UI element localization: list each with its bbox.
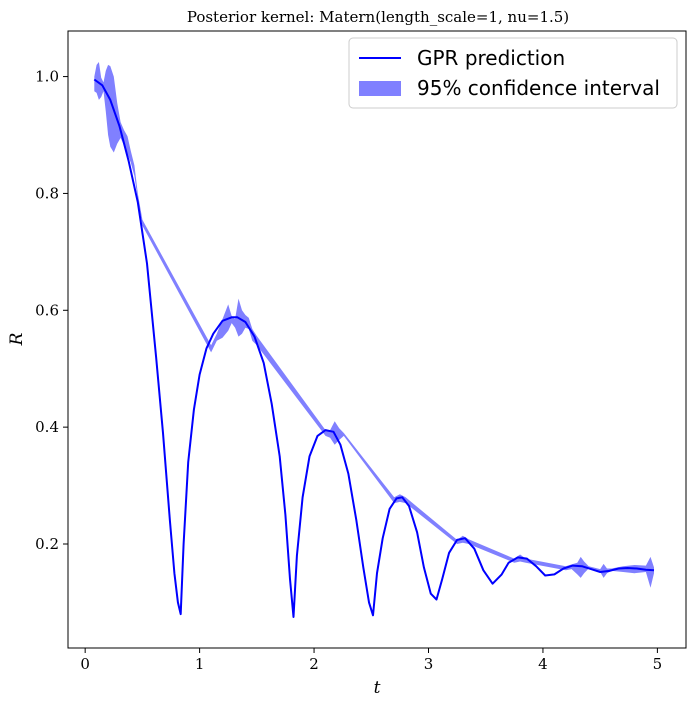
y-tick-label: 0.6	[35, 301, 59, 319]
confidence-band-layer	[94, 62, 655, 588]
x-axis-ticks: 0 1 2 3 4 5	[80, 648, 662, 673]
x-tick-label: 3	[424, 655, 434, 673]
y-tick-label: 1.0	[35, 68, 59, 86]
y-axis-ticks: 0.2 0.4 0.6 0.8 1.0	[35, 68, 68, 553]
y-tick-label: 0.2	[35, 535, 59, 553]
legend-label-gpr-prediction: GPR prediction	[417, 46, 565, 70]
x-tick-label: 4	[538, 655, 548, 673]
chart-title: Posterior kernel: Matern(length_scale=1,…	[187, 8, 569, 26]
y-tick-label: 0.8	[35, 184, 59, 202]
x-axis-label: t	[374, 678, 381, 698]
gpr-prediction-line	[93, 78, 655, 618]
x-tick-label: 0	[80, 655, 90, 673]
x-tick-label: 5	[653, 655, 663, 673]
x-tick-label: 2	[309, 655, 319, 673]
prediction-line-layer	[93, 78, 655, 618]
plot-frame	[67, 30, 687, 649]
x-tick-label: 1	[195, 655, 205, 673]
plot-area	[93, 62, 655, 618]
y-axis-label: R	[7, 332, 27, 346]
legend-box	[348, 37, 678, 109]
legend-label-confidence-interval: 95% confidence interval	[417, 76, 660, 100]
y-tick-label: 0.4	[35, 418, 59, 436]
legend-band-swatch	[359, 81, 401, 96]
legend: GPR prediction 95% confidence interval	[348, 37, 678, 109]
confidence-interval-band	[94, 62, 655, 588]
